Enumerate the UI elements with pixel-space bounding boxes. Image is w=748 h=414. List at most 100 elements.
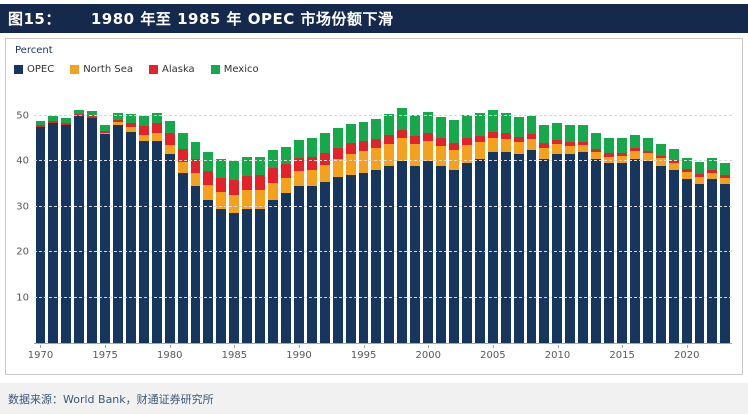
bar-segment-1972-alaska: [61, 123, 72, 125]
bar-segment-1981-opec: [177, 172, 188, 343]
gridline-40: [34, 160, 732, 162]
bar-segment-2008-alaska: [526, 134, 537, 139]
bar-segment-2001-north-sea: [436, 145, 446, 166]
bar-segment-1979-alaska: [151, 123, 162, 134]
bar-segment-1999-alaska: [410, 135, 421, 144]
bar-segment-1986-alaska: [242, 175, 253, 191]
y-tick-label-30: 30: [16, 201, 29, 213]
bar-segment-2002-alaska: [449, 143, 459, 151]
bar-2003: [461, 114, 472, 343]
bar-segment-2003-mexico: [461, 114, 472, 139]
bar-segment-1976-alaska: [113, 120, 123, 123]
bar-segment-2022-mexico: [707, 158, 718, 171]
bar-segment-2005-alaska: [487, 131, 498, 138]
bar-2000: [423, 112, 434, 343]
bar-segment-1979-opec: [151, 140, 162, 343]
bar-1988: [268, 150, 279, 343]
bar-segment-1986-opec: [242, 208, 253, 343]
bar-segment-1994-mexico: [345, 124, 356, 144]
x-tick-1970: [40, 345, 42, 348]
bar-segment-1982-alaska: [190, 159, 201, 174]
y-tick-label-20: 20: [16, 246, 29, 258]
x-tick-2005: [492, 345, 494, 348]
bar-segment-2008-north-sea: [526, 138, 537, 150]
bar-segment-1993-mexico: [332, 128, 343, 148]
bar-segment-1987-north-sea: [255, 190, 266, 209]
bar-segment-1991-opec: [306, 186, 317, 343]
y-tick-label-50: 50: [16, 110, 29, 122]
bar-2020: [681, 157, 692, 343]
bar-1980: [164, 120, 175, 343]
bar-segment-1974-mexico: [87, 111, 98, 116]
bar-segment-1985-mexico: [229, 160, 240, 181]
bar-1975: [100, 124, 111, 343]
bar-1997: [384, 114, 395, 343]
bar-segment-2007-opec: [513, 154, 524, 343]
figure-title-bar: 图15： 1980 年至 1985 年 OPEC 市场份额下滑: [0, 4, 748, 33]
bar-1994: [345, 124, 356, 343]
x-tick-label-1985: 1985: [221, 350, 248, 361]
bar-segment-2006-mexico: [500, 112, 511, 134]
bar-segment-2010-north-sea: [552, 144, 563, 155]
x-tick-2020: [686, 345, 688, 348]
x-tick-label-1995: 1995: [350, 350, 377, 361]
bar-segment-2022-north-sea: [707, 173, 718, 180]
bar-1972: [61, 118, 72, 343]
source-note: 数据来源：World Bank，财通证券研究所: [8, 392, 214, 406]
bars: [34, 93, 732, 343]
bar-segment-2008-opec: [526, 149, 537, 343]
bar-segment-1995-north-sea: [358, 151, 369, 173]
bar-segment-1989-opec: [281, 193, 291, 343]
bar-segment-1989-north-sea: [281, 177, 291, 193]
bar-segment-1974-opec: [87, 118, 98, 343]
bar-segment-1979-north-sea: [151, 133, 162, 141]
x-tick-2000: [428, 345, 430, 348]
bar-1982: [190, 141, 201, 343]
bar-segment-1997-opec: [384, 165, 395, 343]
bar-1979: [151, 113, 162, 343]
bar-2021: [694, 162, 705, 343]
x-axis-line: [34, 343, 732, 344]
bar-segment-2013-alaska: [591, 148, 602, 153]
bar-segment-1988-north-sea: [268, 182, 279, 200]
bar-2019: [668, 148, 679, 343]
bar-segment-1984-mexico: [216, 158, 227, 178]
bar-segment-2006-opec: [500, 152, 511, 343]
bar-segment-1972-mexico: [61, 118, 72, 124]
bar-segment-2011-mexico: [565, 125, 576, 143]
bar-segment-2003-alaska: [461, 138, 472, 145]
legend-label: North Sea: [83, 64, 133, 75]
bar-segment-1989-mexico: [281, 146, 291, 164]
legend-swatch-icon: [14, 65, 23, 74]
bar-segment-1991-mexico: [306, 138, 317, 158]
bar-segment-1977-opec: [125, 131, 136, 343]
bar-segment-1976-north-sea: [113, 122, 123, 125]
bar-segment-1983-north-sea: [203, 184, 214, 200]
bar-2023: [720, 163, 731, 343]
bar-segment-2004-opec: [474, 158, 485, 343]
bar-segment-1997-mexico: [384, 114, 395, 135]
bar-segment-2012-north-sea: [578, 144, 589, 153]
bar-1973: [74, 109, 85, 343]
bar-2005: [487, 109, 498, 343]
bar-segment-2000-mexico: [423, 112, 434, 134]
bar-segment-1992-north-sea: [319, 164, 330, 182]
bar-segment-1992-alaska: [319, 152, 330, 165]
y-tick-label-10: 10: [16, 292, 29, 304]
bar-1981: [177, 133, 188, 343]
bar-segment-1980-mexico: [164, 120, 175, 134]
bar-segment-2005-north-sea: [487, 137, 498, 153]
bar-segment-2004-north-sea: [474, 142, 485, 159]
bar-segment-1982-north-sea: [190, 173, 201, 187]
bar-segment-1982-opec: [190, 186, 201, 343]
bar-segment-1996-alaska: [371, 138, 382, 149]
legend-swatch-icon: [148, 65, 158, 74]
bar-segment-1984-alaska: [216, 177, 227, 193]
bar-segment-2020-alaska: [681, 168, 692, 172]
bar-segment-2015-opec: [616, 163, 627, 343]
bar-segment-2023-mexico: [720, 163, 731, 176]
bar-segment-1970-opec: [35, 127, 46, 343]
bar-segment-1992-mexico: [319, 133, 330, 153]
bar-segment-2020-mexico: [681, 157, 692, 169]
bar-2008: [526, 115, 537, 343]
